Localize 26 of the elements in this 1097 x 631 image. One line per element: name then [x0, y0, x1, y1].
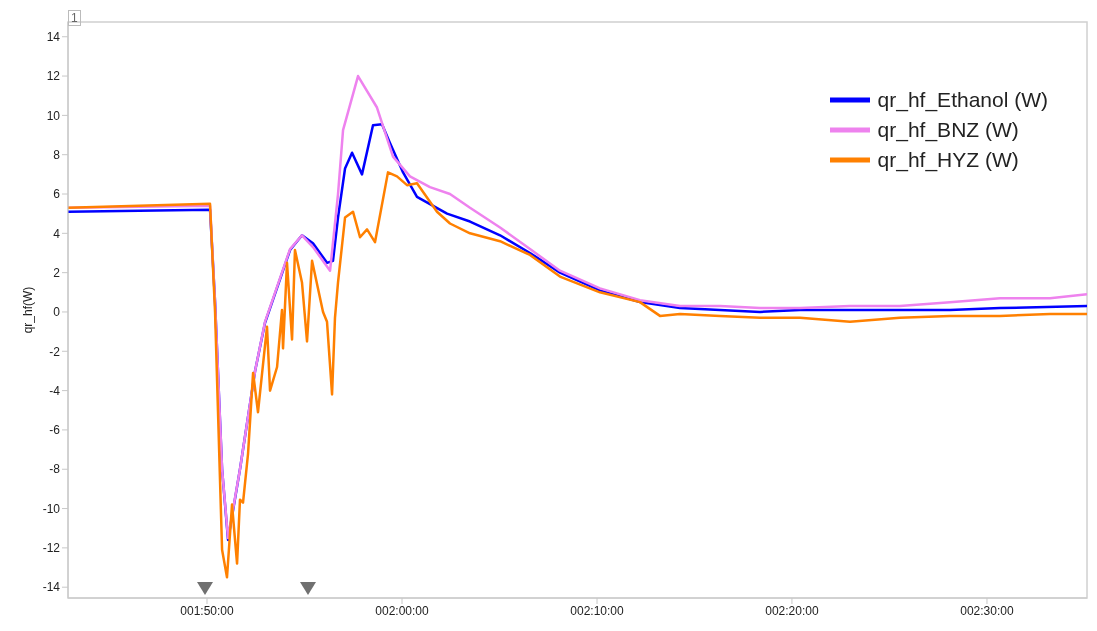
- y-tick-label: 8: [53, 147, 61, 162]
- y-tick-label: -2: [49, 344, 61, 359]
- y-tick-label: 10: [46, 108, 61, 123]
- y-tick-label: 14: [46, 30, 61, 44]
- x-tick-label: 001:50:00: [180, 603, 234, 618]
- x-tick-label: 002:10:00: [570, 603, 625, 618]
- y-tick-label: -12: [42, 541, 61, 556]
- line-series: [68, 171, 1087, 579]
- x-tick-label: 002:30:00: [960, 603, 1014, 618]
- y-tick-label: 4: [53, 226, 61, 241]
- annotation: 1: [68, 10, 81, 26]
- y-tick-label: 6: [53, 187, 61, 202]
- y-tick-label: -4: [49, 383, 61, 398]
- y-tick-label: 2: [53, 265, 61, 280]
- y-tick-label: -14: [42, 580, 61, 595]
- x-tick-label: 002:00:00: [375, 603, 430, 618]
- y-tick-label: -6: [49, 423, 61, 438]
- y-axis-title: qr_hf(W): [21, 286, 36, 334]
- legend-label: qr_hf_HYZ (W): [877, 148, 1019, 172]
- y-tick-label: 0: [53, 305, 61, 320]
- x-tick-label: 002:20:00: [765, 603, 819, 618]
- y-tick-label: 12: [46, 69, 61, 84]
- y-tick-label: -10: [42, 501, 61, 516]
- legend-label: qr_hf_BNZ (W): [877, 118, 1019, 142]
- legend-label: qr_hf_Ethanol (W): [877, 88, 1048, 112]
- y-tick-label: -8: [49, 462, 61, 477]
